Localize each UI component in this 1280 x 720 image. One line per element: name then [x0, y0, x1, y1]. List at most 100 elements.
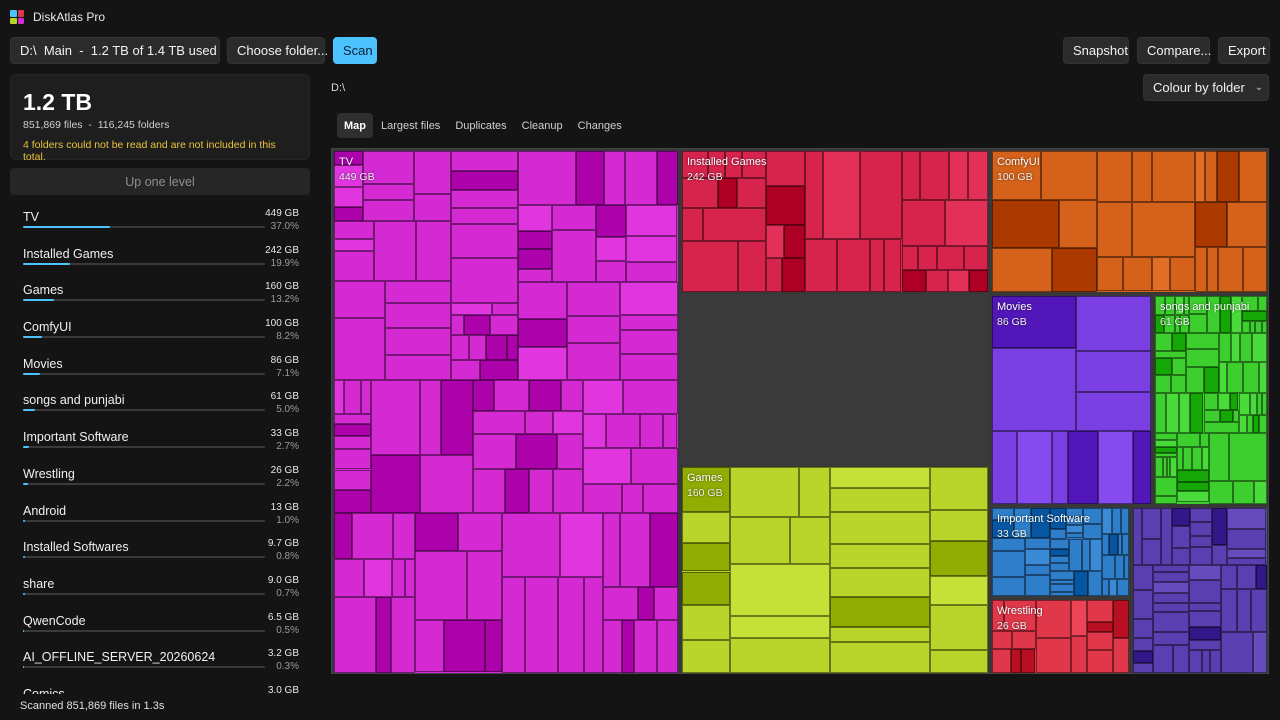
treemap-cell[interactable]	[663, 414, 677, 448]
treemap-cell[interactable]	[1066, 525, 1083, 533]
treemap-cell[interactable]	[405, 559, 415, 597]
treemap-cell[interactable]	[830, 467, 930, 488]
treemap-cell[interactable]	[718, 178, 737, 208]
treemap-cell[interactable]	[385, 303, 451, 328]
treemap-block[interactable]: TV 449 GB	[332, 149, 680, 673]
treemap-cell[interactable]	[1113, 638, 1129, 673]
treemap-cell[interactable]	[805, 239, 837, 292]
treemap-cell[interactable]	[596, 237, 626, 261]
folder-list-item[interactable]: Important Software 33 GB 2.7%	[10, 426, 310, 463]
treemap-cell[interactable]	[1155, 358, 1172, 375]
treemap-cell[interactable]	[557, 434, 583, 469]
treemap-cell[interactable]	[902, 270, 926, 292]
treemap-cell[interactable]	[626, 236, 677, 262]
treemap-cell[interactable]	[1098, 431, 1133, 504]
treemap-cell[interactable]	[654, 587, 678, 620]
treemap-cell[interactable]	[334, 597, 376, 673]
treemap-cell[interactable]	[1109, 534, 1118, 555]
treemap-cell[interactable]	[1175, 315, 1180, 333]
treemap-cell[interactable]	[1186, 349, 1219, 367]
folder-list-item[interactable]: songs and punjabi 61 GB 5.0%	[10, 389, 310, 426]
treemap-cell[interactable]	[596, 261, 626, 282]
treemap-cell[interactable]	[1155, 296, 1165, 315]
treemap-cell[interactable]	[334, 414, 371, 424]
treemap-cell[interactable]	[1233, 410, 1239, 422]
treemap-cell[interactable]	[1069, 539, 1082, 571]
treemap-cell[interactable]	[968, 151, 988, 200]
treemap-cell[interactable]	[1227, 362, 1243, 393]
treemap-cell[interactable]	[1204, 422, 1239, 433]
treemap-cell[interactable]	[860, 151, 902, 239]
treemap-cell[interactable]	[992, 538, 1025, 551]
treemap-cell[interactable]	[640, 414, 663, 448]
treemap-cell[interactable]	[1155, 477, 1177, 496]
treemap-cell[interactable]	[1190, 393, 1203, 433]
treemap-cell[interactable]	[1186, 333, 1219, 349]
treemap-cell[interactable]	[1021, 649, 1035, 673]
treemap-cell[interactable]	[1017, 431, 1052, 504]
treemap-cell[interactable]	[1011, 649, 1021, 673]
treemap-cell[interactable]	[473, 469, 505, 513]
treemap-cell[interactable]	[1097, 151, 1132, 202]
treemap-cell[interactable]	[473, 380, 494, 411]
treemap-cell[interactable]	[385, 328, 451, 355]
treemap-cell[interactable]	[682, 178, 718, 208]
treemap-cell[interactable]	[1172, 333, 1186, 351]
treemap-cell[interactable]	[634, 620, 657, 673]
treemap-cell[interactable]	[830, 568, 930, 597]
folder-list-item[interactable]: ComfyUI 100 GB 8.2%	[10, 316, 310, 353]
treemap-cell[interactable]	[473, 434, 516, 469]
treemap-cell[interactable]	[1259, 415, 1267, 433]
treemap-cell[interactable]	[623, 380, 678, 414]
treemap-cell[interactable]	[969, 270, 988, 292]
treemap-cell[interactable]	[1258, 296, 1267, 311]
treemap-cell[interactable]	[992, 631, 1012, 649]
treemap-cell[interactable]	[992, 431, 1017, 504]
treemap-cell[interactable]	[1177, 433, 1200, 447]
treemap-cell[interactable]	[1195, 151, 1205, 202]
treemap-cell[interactable]	[1074, 571, 1088, 596]
treemap-cell[interactable]	[620, 282, 678, 315]
treemap-cell[interactable]	[992, 508, 1014, 520]
treemap-cell[interactable]	[1133, 565, 1153, 590]
treemap-cell[interactable]	[657, 620, 678, 673]
treemap-cell[interactable]	[529, 380, 561, 411]
treemap-cell[interactable]	[1190, 522, 1212, 536]
treemap-cell[interactable]	[930, 576, 988, 605]
treemap-cell[interactable]	[1205, 151, 1217, 202]
treemap-cell[interactable]	[948, 270, 969, 292]
treemap-cell[interactable]	[830, 488, 930, 512]
treemap-cell[interactable]	[1132, 151, 1152, 202]
folder-list-item[interactable]: QwenCode 6.5 GB 0.5%	[10, 610, 310, 647]
treemap-cell[interactable]	[1153, 612, 1189, 632]
treemap-cell[interactable]	[830, 642, 930, 673]
up-one-level-button[interactable]: Up one level	[10, 168, 310, 195]
treemap-cell[interactable]	[1195, 202, 1227, 247]
treemap-cell[interactable]	[1153, 645, 1173, 673]
treemap-cell[interactable]	[1219, 362, 1227, 393]
treemap-cell[interactable]	[918, 246, 937, 270]
treemap-cell[interactable]	[1207, 296, 1220, 333]
treemap-cell[interactable]	[1217, 151, 1239, 202]
treemap-cell[interactable]	[1050, 571, 1074, 580]
treemap-cell[interactable]	[1164, 315, 1175, 333]
treemap-cell[interactable]	[708, 151, 725, 178]
treemap-cell[interactable]	[1068, 431, 1098, 504]
treemap-cell[interactable]	[930, 510, 988, 541]
treemap-cell[interactable]	[1189, 650, 1202, 673]
treemap-cell[interactable]	[1087, 650, 1113, 673]
treemap-cell[interactable]	[1133, 431, 1151, 504]
treemap-cell[interactable]	[1155, 351, 1186, 358]
treemap-cell[interactable]	[926, 270, 948, 292]
treemap-cell[interactable]	[799, 467, 830, 517]
treemap-cell[interactable]	[1250, 321, 1255, 333]
treemap-cell[interactable]	[1155, 333, 1172, 351]
treemap-cell[interactable]	[1229, 433, 1267, 481]
treemap-cell[interactable]	[823, 151, 860, 239]
treemap-cell[interactable]	[334, 470, 371, 490]
treemap-cell[interactable]	[730, 517, 790, 564]
treemap-cell[interactable]	[1220, 410, 1233, 422]
treemap-cell[interactable]	[1076, 351, 1151, 392]
treemap-cell[interactable]	[1142, 539, 1161, 565]
treemap-cell[interactable]	[1050, 584, 1074, 592]
